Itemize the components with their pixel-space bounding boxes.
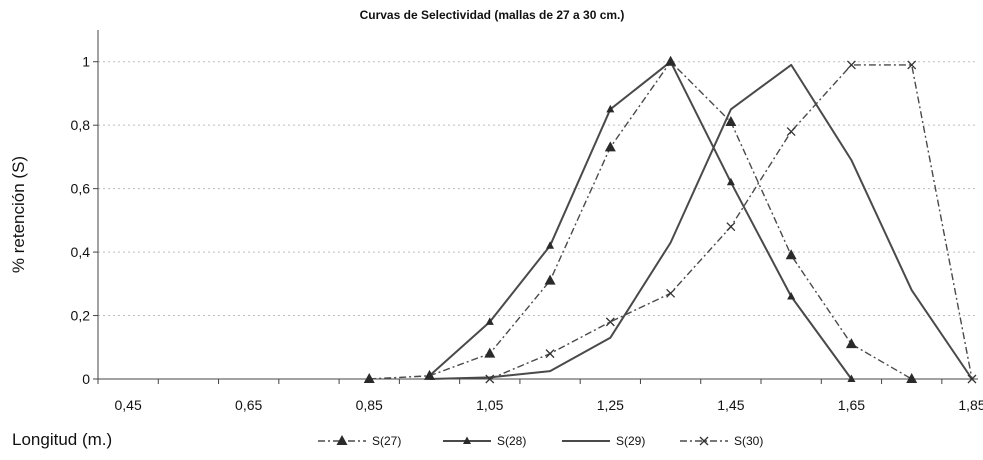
legend: S(27) S(28) S(29) S(30) <box>318 434 763 448</box>
series-point-S(30) <box>846 60 856 70</box>
y-axis-title: % retención (S) <box>9 156 28 273</box>
series-point-S(27) <box>604 141 616 152</box>
legend-marker <box>463 436 471 444</box>
y-tick-label: 0,8 <box>71 117 91 133</box>
series-point-S(30) <box>967 374 977 384</box>
series-point-S(28) <box>726 177 735 186</box>
series-point-S(30) <box>666 288 676 298</box>
y-tick-label: 0,4 <box>71 244 91 260</box>
y-tick-label: 0,2 <box>71 308 91 324</box>
series-lines <box>369 60 973 380</box>
series-point-S(30) <box>786 127 796 136</box>
x-tick-label: 1,65 <box>838 397 865 413</box>
chart-title: Curvas de Selectividad (mallas de 27 a 3… <box>360 8 625 22</box>
series-point-S(28) <box>425 371 434 379</box>
x-tick-label: 0,45 <box>115 397 142 413</box>
series-point-S(28) <box>606 104 615 113</box>
x-tick-label: 1,25 <box>597 397 624 413</box>
legend-item-S(29): S(29) <box>562 434 645 448</box>
y-tick-label: 0,6 <box>71 181 91 197</box>
series-point-S(28) <box>847 374 856 382</box>
series-point-S(27) <box>544 274 556 285</box>
series-line-S(28) <box>428 60 853 380</box>
series-line-S(29) <box>429 63 973 380</box>
series-point-S(27) <box>906 373 918 383</box>
x-tick-label: 1,05 <box>476 397 503 413</box>
legend-item-S(27): S(27) <box>318 434 401 448</box>
axes <box>93 30 978 384</box>
x-tick-label: 1,85 <box>958 397 983 413</box>
legend-item-S(28): S(28) <box>443 434 526 448</box>
series-point-S(28) <box>787 292 796 300</box>
series-point-S(28) <box>485 317 494 325</box>
legend-item-S(30): S(30) <box>680 434 763 448</box>
tick-labels: 0 0,2 0,4 0,6 0,8 1 0,45 0,65 0,85 1,05 1,25 1,45 1,… <box>71 54 983 413</box>
legend-label: S(29) <box>616 434 645 448</box>
series-point-S(27) <box>363 373 375 383</box>
series-point-S(30) <box>726 222 736 232</box>
y-tick-label: 0 <box>82 371 90 387</box>
series-point-S(30) <box>545 349 555 359</box>
x-axis-title: Longitud (m.) <box>12 430 112 449</box>
legend-label: S(27) <box>372 434 401 448</box>
series-point-S(30) <box>907 60 917 70</box>
series-markers <box>363 55 977 384</box>
x-tick-label: 0,65 <box>235 397 262 413</box>
series-line-S(30) <box>489 64 973 380</box>
series-point-S(27) <box>725 116 737 127</box>
x-tick-label: 1,45 <box>717 397 744 413</box>
legend-label: S(30) <box>734 434 763 448</box>
series-point-S(28) <box>666 57 675 65</box>
grid-lines <box>98 61 978 317</box>
series-point-S(30) <box>485 374 495 384</box>
series-point-S(27) <box>845 338 857 349</box>
series-point-S(27) <box>484 347 496 358</box>
legend-marker <box>336 435 348 445</box>
series-point-S(30) <box>605 317 615 327</box>
legend-marker <box>699 436 709 446</box>
series-point-S(27) <box>785 249 797 260</box>
x-tick-label: 0,85 <box>356 397 383 413</box>
y-tick-label: 1 <box>82 54 90 70</box>
series-line-S(27) <box>369 61 913 380</box>
series-point-S(28) <box>546 241 555 249</box>
legend-label: S(28) <box>497 434 526 448</box>
